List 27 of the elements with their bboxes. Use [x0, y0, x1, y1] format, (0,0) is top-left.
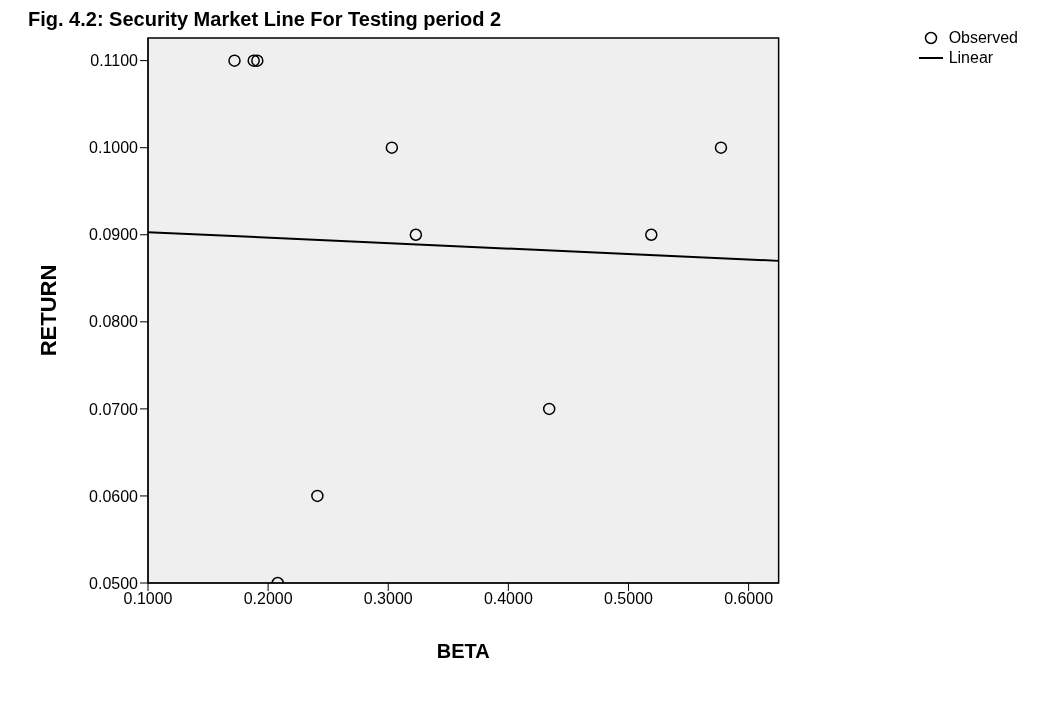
x-tick-label: 0.1000 [123, 590, 173, 608]
y-tick-label: 0.0700 [89, 400, 139, 418]
x-axis-title: BETA [436, 640, 490, 662]
y-tick-label: 0.1100 [90, 52, 139, 70]
point [311, 489, 324, 503]
point [385, 141, 399, 154]
point [228, 54, 241, 67]
legend-label: Observed [948, 28, 1018, 48]
y-tick-label: 0.0500 [89, 574, 139, 592]
x-tick-label: 0.5000 [604, 590, 654, 608]
point [251, 54, 264, 67]
y-tick-label: 0.0800 [89, 313, 139, 331]
x-tick-label: 0.4000 [483, 590, 533, 608]
point [645, 228, 658, 242]
y-tick-label: 0.0600 [89, 487, 139, 505]
y-tick-label: 0.0900 [89, 226, 139, 244]
point [542, 402, 556, 416]
point [714, 141, 728, 154]
legend-label: Linear [948, 48, 994, 68]
chart-title: Fig. 4.2: Security Market Line For Testing period 2 [28, 8, 502, 31]
point [409, 228, 423, 242]
x-tick-label: 0.3000 [363, 590, 413, 608]
y-tick-label: 0.1000 [89, 139, 139, 157]
x-tick-label: 0.2000 [243, 590, 293, 608]
y-axis-title: RETURN [35, 264, 61, 357]
x-tick-label: 0.6000 [724, 590, 774, 608]
point [247, 54, 260, 67]
